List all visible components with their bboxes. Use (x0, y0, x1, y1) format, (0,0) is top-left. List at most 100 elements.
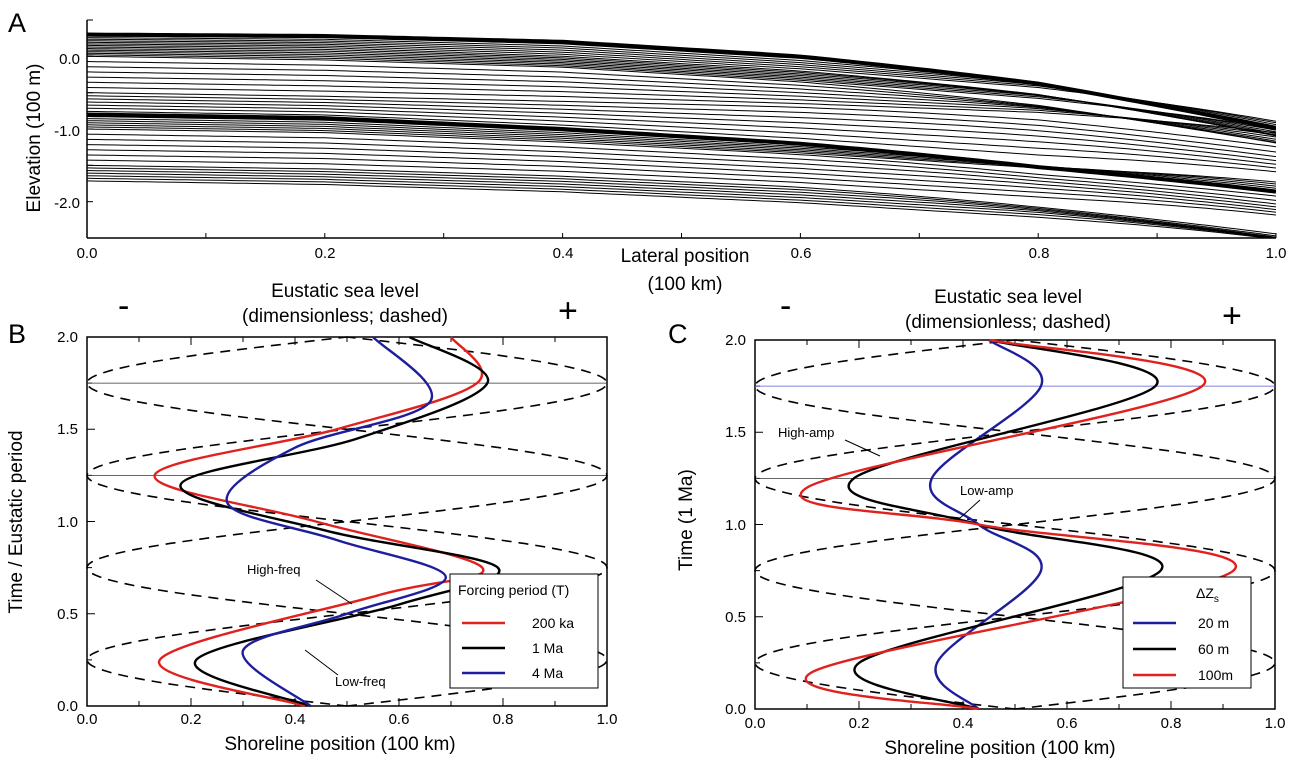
panel-a-stratum-line (87, 126, 1276, 183)
panel-c-ytick-3: 1.5 (725, 424, 746, 441)
panel-a-stratum-line (87, 177, 1276, 238)
panel-a-stratum-line (87, 95, 1276, 153)
panel-c-xtick-3: 0.6 (1057, 715, 1078, 732)
panel-a-xtick-3: 0.6 (791, 245, 812, 262)
panel-c-legend-label-1: 60 m (1198, 641, 1229, 657)
panel-c-series-20-m (928, 339, 1044, 710)
panel-c-legend-label-0: 20 m (1198, 615, 1229, 631)
panel-a-xtick-5: 1.0 (1266, 245, 1287, 262)
panel-a-ticks (86, 19, 1277, 239)
panel-a-stratum-line (87, 92, 1276, 148)
panel-b-ytick-4: 2.0 (57, 329, 78, 346)
panel-c-letter: C (668, 319, 688, 349)
panel-a-stratum-line (87, 81, 1276, 136)
panel-a-stratum-line (87, 159, 1276, 216)
panel-c-ytick-1: 0.5 (725, 609, 746, 626)
panel-b-plus-sign: + (558, 292, 578, 330)
panel-c-ytick-4: 2.0 (725, 332, 746, 349)
panel-b-xlabel: Shoreline position (100 km) (224, 734, 455, 755)
panel-a-stratum-line (87, 180, 1272, 238)
panel-c-sea-title-2: (dimensionless; dashed) (905, 312, 1111, 333)
panel-c-xtick-4: 0.8 (1161, 715, 1182, 732)
panel-a-stratum-line (87, 154, 1276, 213)
panel-b-xtick-5: 1.0 (597, 711, 618, 728)
panel-c-xlabel: Shoreline position (100 km) (884, 738, 1115, 759)
panel-b-annotation-low: Low-freq (335, 674, 386, 689)
panel-a-stratum-line (87, 116, 1276, 192)
panel-a-stratum-line (87, 133, 1276, 201)
panel-a-stratum-line (87, 104, 1276, 165)
panel-b-legend: Forcing period (T) 200 ka 1 Ma 4 Ma (449, 573, 599, 689)
panel-c: C - + Eustatic sea level (dimensionless;… (668, 287, 1285, 759)
panel-a-xtick-4: 0.8 (1029, 245, 1050, 262)
panel-a-stratum-line (87, 128, 1276, 197)
panel-a-stratum-line (87, 52, 1276, 131)
panel-b-ylabel: Time / Eustatic period (6, 430, 27, 613)
panel-a-stratum-line (87, 40, 1276, 126)
panel-b: B - + Eustatic sea level (dimensionless;… (6, 281, 617, 755)
panel-a-stratum-line (87, 43, 1276, 122)
panel-a-stratum-line (87, 149, 1276, 211)
panel-a-strata (87, 32, 1276, 238)
panel-a-stratum-line (87, 172, 1276, 238)
panel-a-stratum-line (87, 54, 1276, 129)
panel-a-xtick-1: 0.2 (315, 245, 336, 262)
panel-a-ytick-0: 0.0 (59, 51, 80, 68)
panel-b-xtick-1: 0.2 (181, 711, 202, 728)
panel-a-stratum-line (87, 124, 1276, 185)
panel-b-minus-sign: - (118, 287, 129, 325)
panel-a-stratum-line (87, 170, 1276, 238)
panel-b-series-1-ma (179, 335, 501, 708)
panel-c-plus-sign: + (1222, 297, 1242, 335)
panel-b-annotation-high-leader (315, 579, 353, 605)
panel-a-ytick-2: -2.0 (54, 195, 80, 212)
panel-b-legend-label-0: 200 ka (532, 615, 574, 631)
panel-c-annotation-high: High-amp (778, 425, 834, 440)
panel-c-legend-title-main: ΔZ (1196, 585, 1214, 601)
panel-c-xtick-2: 0.4 (953, 715, 974, 732)
panel-b-sea-title-2: (dimensionless; dashed) (242, 306, 448, 327)
panel-c-ytick-0: 0.0 (725, 701, 746, 718)
panel-b-annotation-high: High-freq (247, 562, 300, 577)
panel-a-stratum-line (87, 107, 1276, 169)
panel-a-stratum-line (87, 98, 1276, 158)
panel-b-series-4-ma (225, 336, 447, 707)
panel-c-legend-box (1122, 576, 1252, 689)
panel-c-legend-title: ΔZs (1196, 585, 1219, 605)
panel-a-stratum-line (87, 164, 1276, 235)
panel-a-stratum-line (87, 51, 1276, 133)
panel-c-ylabel: Time (1 Ma) (676, 469, 697, 571)
panel-a: A 0.0 0.2 0.4 0.6 0.8 1.0 0.0 -1.0 -2.0 … (8, 8, 1286, 267)
panel-b-sea-title-1: Eustatic sea level (271, 281, 419, 302)
panel-a-strata-lines (87, 32, 1276, 238)
panel-a-ytick-1: -1.0 (54, 123, 80, 140)
panel-c-xtick-0: 0.0 (745, 715, 766, 732)
panel-a-ylabel: Elevation (100 m) (24, 64, 45, 213)
panel-c-xtick-5: 1.0 (1265, 715, 1286, 732)
panel-c-legend-title-sub: s (1214, 594, 1219, 605)
panel-b-xtick-2: 0.4 (285, 711, 306, 728)
panel-a-xtick-2: 0.4 (553, 245, 574, 262)
panel-b-legend-box (449, 573, 599, 689)
panel-a-stratum-line (87, 87, 1276, 134)
panel-b-ytick-0: 0.0 (57, 698, 78, 715)
panel-c-ytick-2: 1.0 (725, 517, 746, 534)
panel-a-stratum-line (87, 41, 1276, 124)
panel-b-annotation-low-leader (304, 649, 339, 676)
panel-c-annotation-high-leader (844, 439, 881, 457)
panel-b-legend-label-2: 4 Ma (532, 665, 563, 681)
panel-c-sea-title-1: Eustatic sea level (934, 287, 1082, 308)
panel-a-xtick-0: 0.0 (77, 245, 98, 262)
panel-a-stratum-line (87, 144, 1276, 208)
panel-b-eustatic-curve (86, 336, 608, 707)
panel-b-letter: B (8, 319, 26, 349)
panel-a-letter: A (8, 8, 26, 38)
panel-b-xtick-3: 0.6 (389, 711, 410, 728)
panel-a-stratum-line (87, 167, 1276, 237)
panel-b-ytick-3: 1.5 (57, 421, 78, 438)
panel-c-legend-label-2: 100m (1198, 667, 1233, 683)
panel-c-xtick-1: 0.2 (849, 715, 870, 732)
panel-a-stratum-line (87, 138, 1276, 205)
panel-c-plot (754, 338, 1276, 711)
